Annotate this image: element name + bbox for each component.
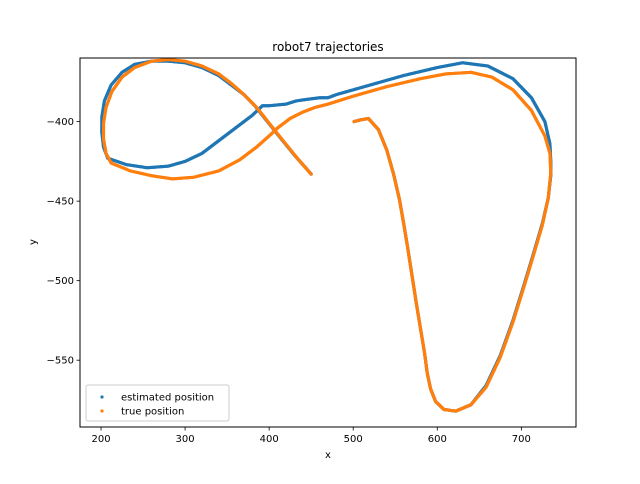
y-axis-label: y: [28, 239, 39, 245]
y-tick-label: −450: [47, 197, 74, 208]
x-axis-ticks: 200 300 400 500 600 700: [91, 427, 531, 445]
plot-points: [100, 57, 553, 413]
x-tick-label: 600: [428, 434, 447, 445]
y-tick-label: −550: [47, 356, 74, 367]
legend-marker-true: [100, 409, 104, 413]
y-tick-label: −500: [47, 276, 74, 287]
x-axis-label: x: [325, 450, 331, 461]
legend: estimated position true position: [85, 384, 230, 422]
y-axis-ticks: −550 −500 −450 −400: [47, 117, 80, 367]
x-tick-label: 200: [91, 434, 110, 445]
y-tick-label: −400: [47, 117, 74, 128]
legend-label-true: true position: [121, 407, 184, 418]
axes-frame: [79, 57, 577, 428]
legend-box: [85, 384, 230, 422]
chart-title: robot7 trajectories: [272, 40, 383, 54]
data-point: [352, 120, 356, 124]
x-tick-label: 500: [344, 434, 363, 445]
legend-marker-estimated: [100, 395, 104, 399]
x-tick-label: 300: [176, 434, 195, 445]
x-tick-label: 400: [260, 434, 279, 445]
legend-label-estimated: estimated position: [121, 393, 214, 404]
x-tick-label: 700: [512, 434, 531, 445]
series-true: [101, 57, 553, 413]
